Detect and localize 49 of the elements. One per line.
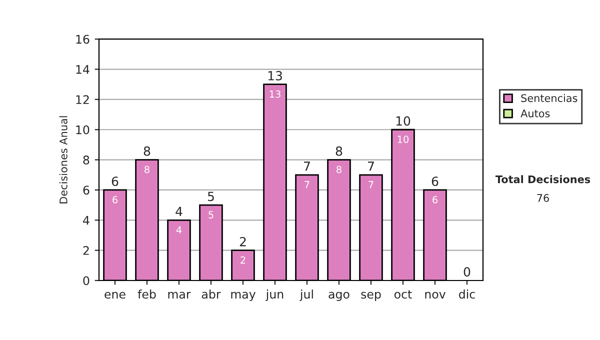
y-tick-label: 8 [83,156,90,164]
x-tick-label: dic [459,290,475,299]
total-label: 7 [304,162,310,171]
y-tick-label: 6 [83,186,90,195]
data-label: 10 [398,136,409,144]
legend-label: Autos [520,110,550,118]
x-tick-label: oct [394,290,412,299]
x-tick-label: jul [300,290,313,301]
data-label: 4 [176,226,182,234]
x-tick-label: abr [202,290,221,299]
y-axis-title: Decisiones Anual [59,116,68,204]
x-tick-label: sep [361,292,381,301]
y-tick-label: 12 [76,95,89,104]
total-label: 10 [396,116,410,126]
y-tick-label: 14 [76,65,90,74]
total-label: 6 [432,176,438,186]
data-label: 6 [112,196,118,204]
data-label: 6 [432,196,438,204]
data-label: 5 [208,211,214,218]
x-tick-label: nov [425,292,446,299]
total-label: 8 [336,146,342,156]
x-tick-label: ago [328,292,350,301]
total-label: 2 [240,236,246,246]
y-tick-label: 0 [83,276,90,286]
x-tick-label: mar [168,292,191,299]
total-label: 6 [112,176,118,186]
y-tick-label: 10 [76,125,90,134]
data-label: 8 [144,166,150,174]
total-label: 0 [464,267,470,277]
x-tick-label: ene [104,292,126,299]
text: 76 [537,194,549,202]
text: Total Decisiones [495,175,590,184]
y-tick-label: 16 [76,34,90,44]
x-tick-label: may [231,292,256,301]
data-label: 7 [368,181,374,188]
total-label: 8 [144,146,150,156]
data-label: 7 [304,181,310,188]
x-tick-label: jun [266,290,284,301]
total-label: 7 [368,162,374,171]
data-label: 13 [270,90,280,98]
legend-label: Sentencias [521,94,578,102]
total-label: 13 [268,70,282,80]
x-tick-label: feb [138,290,156,299]
y-tick-label: 2 [83,246,89,255]
total-label: 5 [208,192,214,202]
total-label: 4 [176,206,182,216]
y-tick-label: 4 [83,216,90,225]
data-label: 2 [240,256,246,264]
data-label: 8 [336,166,342,174]
